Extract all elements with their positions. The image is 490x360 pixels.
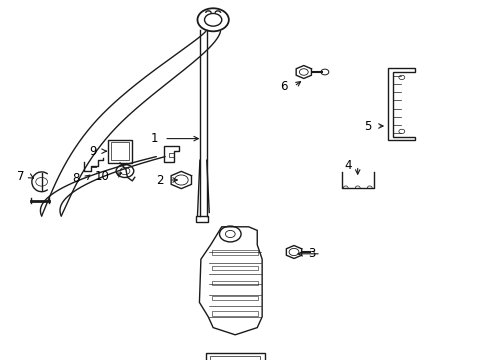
- Text: 5: 5: [364, 120, 371, 132]
- Text: 10: 10: [95, 170, 109, 183]
- Text: 6: 6: [281, 80, 288, 93]
- Text: 1: 1: [151, 132, 158, 145]
- Bar: [212, 250, 258, 255]
- Text: 9: 9: [90, 145, 97, 158]
- Bar: [111, 143, 129, 160]
- Bar: [196, 216, 208, 222]
- Bar: [212, 311, 258, 316]
- Text: 2: 2: [156, 174, 163, 186]
- Bar: [212, 296, 258, 300]
- Text: 7: 7: [17, 170, 24, 183]
- Text: 8: 8: [73, 172, 80, 185]
- Bar: [108, 140, 132, 163]
- Text: 3: 3: [308, 247, 315, 260]
- Bar: [169, 153, 174, 157]
- Bar: [211, 356, 260, 360]
- Bar: [212, 281, 258, 285]
- Bar: [212, 266, 258, 270]
- Text: 4: 4: [344, 159, 352, 172]
